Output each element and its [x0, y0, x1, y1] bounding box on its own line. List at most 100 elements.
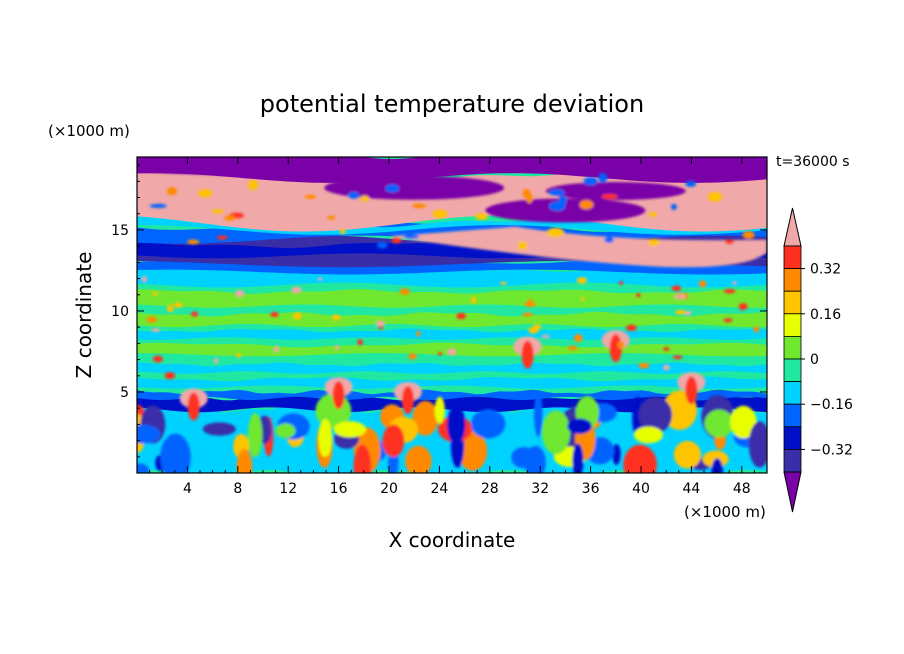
field-spot [738, 303, 748, 311]
field-spot [579, 200, 594, 210]
colorbar-box [783, 426, 802, 450]
y-unit-label: (×1000 m) [48, 122, 130, 140]
field-cold-cell [485, 198, 646, 223]
field-spot [331, 314, 341, 321]
y-tick-label: 5 [120, 385, 129, 401]
x-tick-label: 16 [330, 481, 348, 497]
field-spot [317, 277, 323, 281]
field-spot [528, 298, 533, 306]
field-spot [471, 296, 477, 304]
field-spot [190, 311, 199, 317]
field-spot [522, 312, 533, 317]
field-cell [730, 405, 757, 439]
field-spot [583, 177, 598, 186]
field-spot [187, 239, 200, 245]
field-cell [704, 409, 734, 438]
field-cell [711, 458, 724, 473]
field-spot [385, 184, 400, 193]
field-spot [293, 312, 302, 320]
field-spot [291, 286, 303, 294]
x-tick-label: 32 [531, 481, 549, 497]
field-spot [723, 289, 736, 294]
field-spot [339, 228, 347, 234]
field-cell [353, 444, 372, 473]
field-spot [432, 209, 448, 219]
field-spot [671, 285, 682, 292]
field-spot [216, 235, 228, 240]
field-cell [275, 423, 296, 439]
field-spot [663, 364, 670, 371]
field-spot [270, 311, 279, 318]
time-label: t=36000 s [776, 154, 850, 170]
colorbar-extend-bottom [783, 471, 802, 513]
field-spot [672, 355, 683, 360]
field-spot [567, 345, 578, 351]
field-spot [541, 334, 551, 339]
field-spot [670, 203, 677, 210]
field-cell [318, 419, 333, 458]
y-axis: 5 10 15 [111, 164, 767, 458]
field-cell [405, 445, 432, 473]
field-spot [236, 353, 242, 358]
x-tick-label: 8 [233, 481, 242, 497]
chart-title: potential temperature deviation [260, 90, 644, 118]
field-spot [638, 362, 650, 369]
field-spot [375, 320, 386, 327]
field-spot [674, 310, 687, 315]
field-spot [304, 194, 317, 199]
y-tick-label: 15 [111, 223, 129, 239]
x-tick-label: 28 [481, 481, 499, 497]
field-cell [572, 443, 584, 473]
field-spot [549, 201, 566, 211]
field-spot [517, 241, 528, 250]
x-tick-label: 40 [632, 481, 650, 497]
field-spot [149, 203, 167, 208]
field-spot [732, 281, 737, 285]
x-tick-label: 36 [582, 481, 600, 497]
x-tick-label: 44 [682, 481, 700, 497]
field-spot [146, 316, 157, 323]
field-spot [580, 297, 585, 301]
field-spot [348, 191, 360, 199]
field-spot [604, 236, 614, 243]
field-spot [391, 237, 402, 244]
colorbar-box [783, 381, 802, 405]
field-cell [673, 440, 702, 469]
field-spot [357, 339, 363, 346]
field-spot [152, 291, 158, 297]
field-spot [197, 189, 213, 198]
colorbar-box [783, 448, 802, 473]
field-spot [403, 234, 420, 239]
x-tick-label: 12 [279, 481, 297, 497]
x-tick-label: 24 [430, 481, 448, 497]
field-band [137, 376, 767, 389]
field-spot [573, 334, 583, 342]
field-plume [521, 340, 534, 369]
field-cell [748, 421, 767, 468]
x-axis-title: X coordinate [389, 528, 516, 552]
field-spot [437, 352, 443, 356]
colorbar-label: −0.32 [810, 442, 853, 458]
field-spot [212, 209, 225, 214]
field-cell [612, 443, 621, 465]
field-cold-cell [324, 175, 505, 200]
field-cell [633, 426, 664, 444]
field-spot [548, 189, 565, 196]
field-spot [526, 193, 533, 204]
y-tick-label: 10 [111, 304, 129, 320]
field-spot [376, 241, 388, 249]
field-spot [474, 213, 489, 220]
contour-field [137, 157, 767, 473]
colorbar-extend-top [783, 207, 802, 247]
field-spot [334, 345, 340, 351]
colorbar-box [783, 245, 802, 270]
field-spot [327, 215, 336, 220]
field-cell [434, 396, 445, 424]
field-spot [173, 302, 183, 308]
x-axis: 4 8 12 16 20 24 28 32 36 40 44 48 [149, 157, 755, 497]
x-tick-label: 4 [183, 481, 192, 497]
field-cell [247, 412, 263, 458]
field-spot [248, 180, 259, 191]
field-cell [202, 422, 236, 436]
field-spot [235, 290, 245, 298]
